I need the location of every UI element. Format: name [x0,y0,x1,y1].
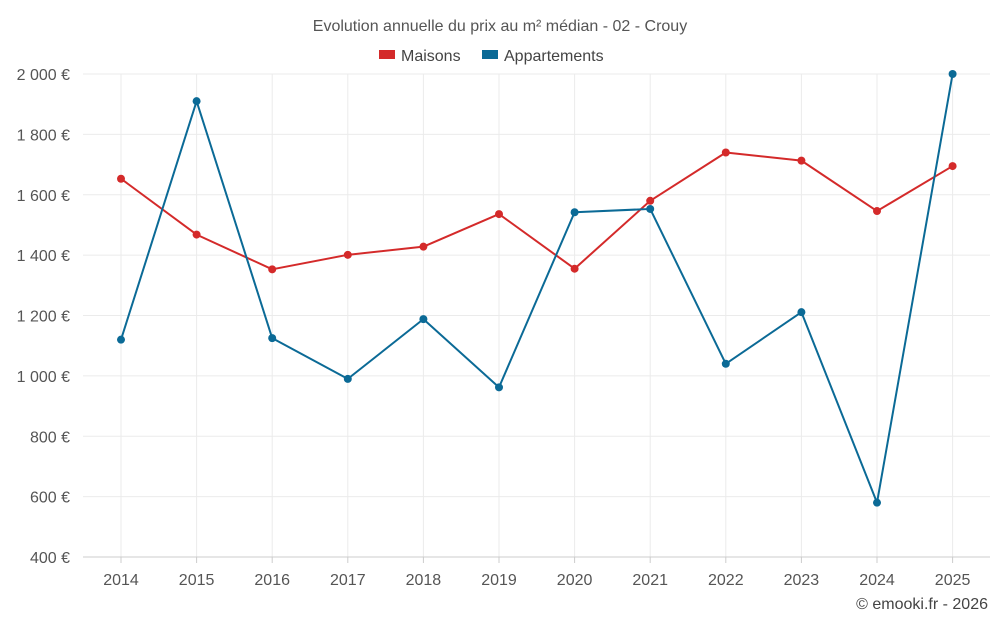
data-point-appartements[interactable] [646,204,655,213]
y-gridlines [83,73,990,498]
data-point-maisons[interactable] [343,250,352,259]
data-point-maisons[interactable] [721,148,730,157]
x-tick-label: 2016 [254,572,290,589]
x-tick-label: 2018 [406,572,442,589]
data-point-appartements[interactable] [117,335,125,344]
series-maisons [117,148,957,274]
y-tick-label: 1 200 € [17,309,70,326]
x-tick-label: 2017 [330,572,366,589]
data-point-maisons[interactable] [495,210,503,219]
data-point-maisons[interactable] [117,174,125,183]
x-axis-ticks: 2014 2015 2016 2017 2018 2019 2020 2021 2022 2023… [103,572,970,589]
y-tick-label: 600 € [30,490,70,507]
series-layer [117,70,957,507]
data-point-appartements[interactable] [948,70,957,78]
data-point-maisons[interactable] [948,162,957,171]
x-tick-label: 2015 [179,572,215,589]
y-tick-label: 1 000 € [17,369,70,386]
data-point-appartements[interactable] [192,97,201,106]
y-tick-label: 1 400 € [17,248,70,265]
series-appartements [117,70,957,507]
x-tick-label: 2019 [481,572,517,589]
legend-label: Appartements [504,48,604,65]
data-point-maisons[interactable] [192,230,201,239]
data-point-maisons[interactable] [797,156,806,165]
data-point-appartements[interactable] [721,359,730,368]
data-point-appartements[interactable] [419,315,428,324]
y-tick-label: 2 000 € [17,67,70,84]
data-point-appartements[interactable] [343,374,352,383]
data-point-maisons[interactable] [646,196,655,205]
y-tick-label: 800 € [30,429,70,446]
legend-item-appartements[interactable]: Appartements [482,48,604,65]
x-tick-label: 2021 [632,572,668,589]
x-tick-label: 2020 [557,572,593,589]
x-tick-label: 2014 [103,572,139,589]
series-line-maisons [120,151,954,271]
y-axis-ticks: 400 € 600 € 800 € 1 000 € 1 200 € 1 400 € 1 60… [17,67,70,567]
y-tick-label: 400 € [30,550,70,567]
chart-title: Evolution annuelle du prix au m² médian … [313,18,687,35]
x-tick-label: 2024 [859,572,895,589]
x-gridlines [120,74,954,563]
y-tick-label: 1 600 € [17,188,70,205]
data-point-appartements[interactable] [268,334,277,343]
y-tick-label: 1 800 € [17,127,70,144]
data-point-appartements[interactable] [570,208,579,217]
credit-text: © emooki.fr - 2026 [856,596,988,613]
legend-swatch [482,50,498,59]
legend-item-maisons[interactable]: Maisons [379,48,461,65]
legend: Maisons Appartements [379,48,604,65]
data-point-maisons[interactable] [268,265,277,274]
data-point-maisons[interactable] [570,264,579,273]
x-tick-label: 2025 [935,572,971,589]
data-point-appartements[interactable] [873,498,881,507]
x-tick-label: 2022 [708,572,744,589]
data-point-appartements[interactable] [797,308,806,317]
data-point-maisons[interactable] [419,242,428,251]
data-point-appartements[interactable] [495,383,503,392]
legend-label: Maisons [401,48,461,65]
data-point-maisons[interactable] [873,207,881,216]
x-tick-label: 2023 [784,572,820,589]
series-line-appartements [120,73,954,504]
legend-swatch [379,50,395,59]
